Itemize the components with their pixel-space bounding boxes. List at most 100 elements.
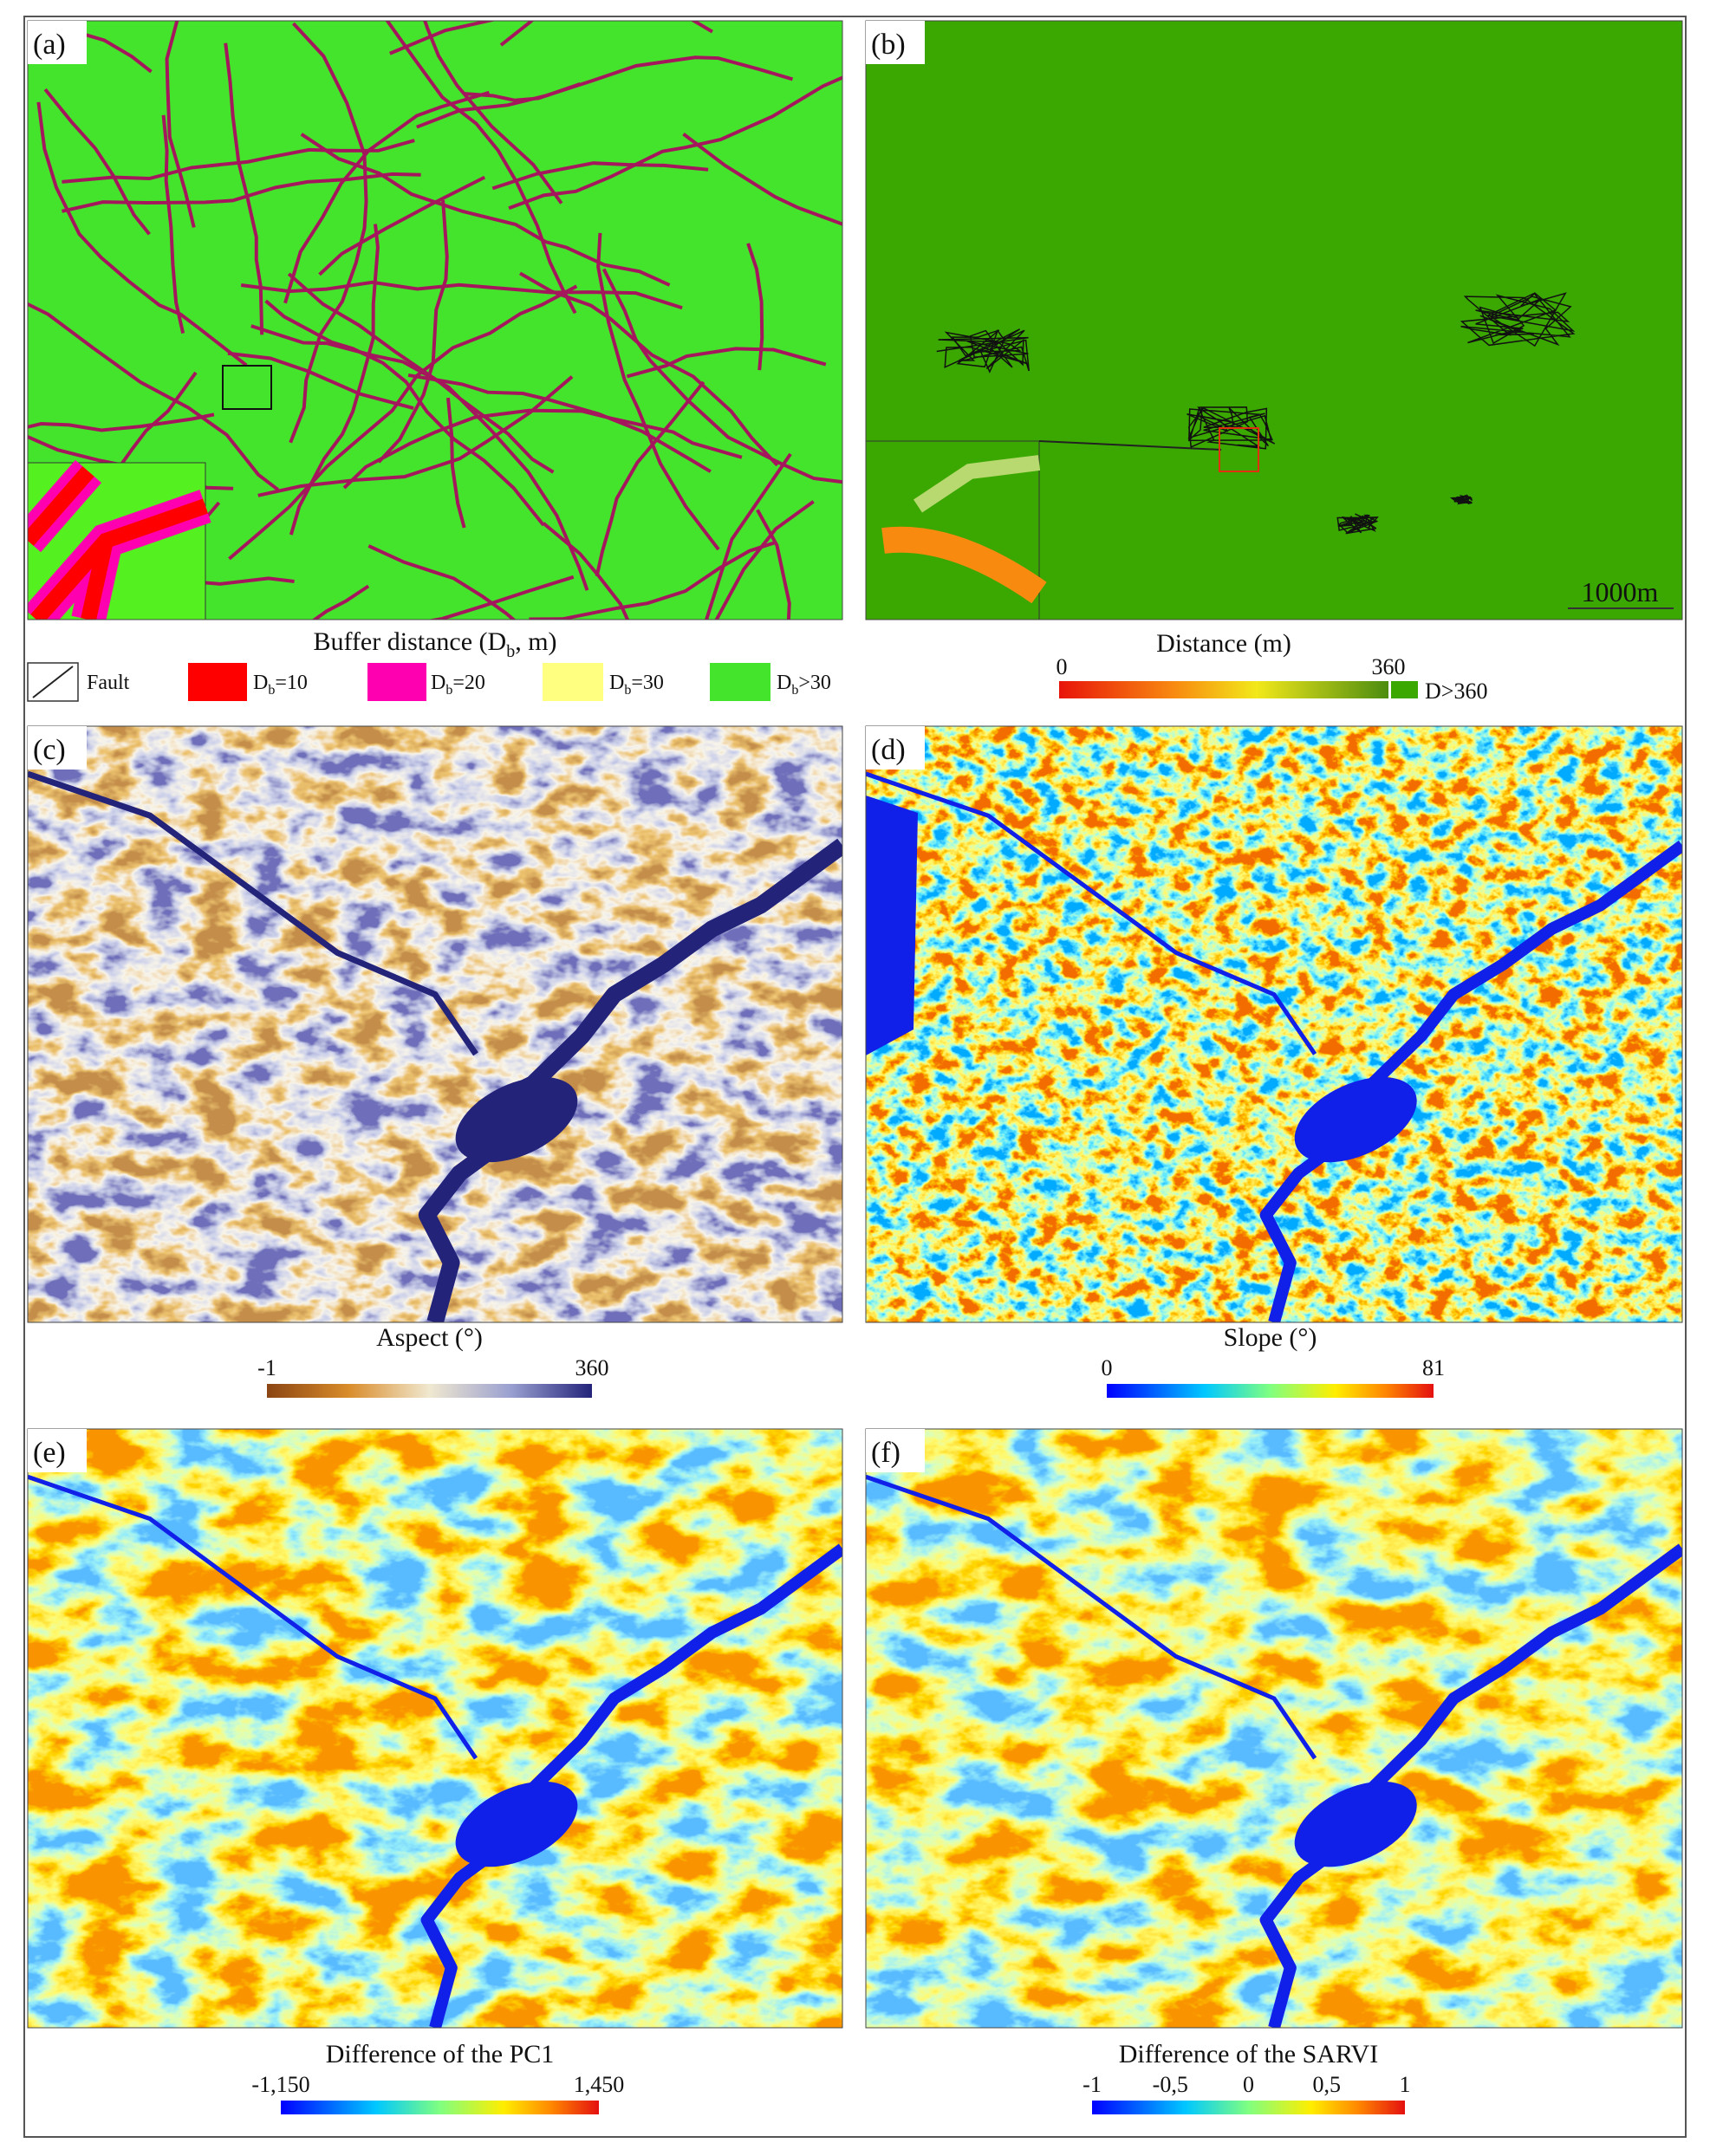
fault-line xyxy=(377,199,449,464)
lake xyxy=(1294,1781,1417,1867)
legend-swatch xyxy=(710,663,770,701)
fault-line xyxy=(508,75,842,211)
fault-line xyxy=(62,139,415,184)
label-box xyxy=(28,726,87,770)
fault-symbol xyxy=(32,666,74,698)
panel-label: (a) xyxy=(33,29,66,61)
colorbar-tick-label: 1,450 xyxy=(574,2072,625,2097)
label-box xyxy=(28,1429,87,1472)
colorbar-tick-label: -1,150 xyxy=(251,2072,309,2097)
colorbar-title: Aspect (°) xyxy=(376,1323,483,1352)
fault-line xyxy=(318,175,486,276)
legend-tail: =10 xyxy=(275,672,308,694)
colorbar-title: Difference of the SARVI xyxy=(1119,2040,1378,2068)
fault-line xyxy=(28,302,280,491)
zoom-box xyxy=(222,365,272,410)
fault-line xyxy=(264,299,545,527)
colorbar-tick-label: -1 xyxy=(257,1355,276,1380)
legend-label: Db=10 xyxy=(253,672,308,698)
panel-border xyxy=(27,1428,843,2029)
fault-line xyxy=(529,540,777,620)
fault-line xyxy=(714,500,815,620)
fault-line xyxy=(601,268,842,484)
fault-line xyxy=(595,380,705,577)
colorbar-tick-label: 0 xyxy=(1102,1355,1113,1380)
fault-line xyxy=(491,161,709,191)
legend-label: Db=30 xyxy=(609,672,664,698)
colorbar-ticks: 0 360 xyxy=(1057,654,1406,679)
colorbar-tick-label: -1 xyxy=(1083,2072,1102,2097)
legend-main: D xyxy=(253,672,268,694)
fault-line xyxy=(61,172,421,213)
map-content xyxy=(866,726,1682,1322)
fault-line xyxy=(626,347,827,379)
fault-line xyxy=(283,90,490,304)
title-tail: , m) xyxy=(515,627,556,656)
title-sub: b xyxy=(506,642,515,661)
colorbar-tick-label: 0,5 xyxy=(1313,2072,1342,2097)
legend-label: Fault xyxy=(87,672,130,694)
legend-swatch xyxy=(367,663,426,701)
legend-sub: b xyxy=(445,683,452,698)
colorbar xyxy=(267,1384,592,1398)
map-panel: Aspect (°) -1 360 (c) xyxy=(27,725,843,1398)
legend-texts: Db=10 Db=20 Db=30 Db>30 xyxy=(253,672,831,698)
fault-line xyxy=(407,373,712,473)
label-box xyxy=(866,21,925,64)
fault-line xyxy=(28,412,215,432)
map-panel: Slope (°) 0 81 (d) xyxy=(865,725,1683,1398)
colorbar xyxy=(1107,1384,1434,1398)
panel-border xyxy=(27,725,843,1323)
fault-line xyxy=(228,284,578,561)
map-content xyxy=(866,1429,1682,2028)
legend-swatch xyxy=(188,663,247,701)
fault-line xyxy=(250,324,589,591)
panel-label: (e) xyxy=(33,1437,66,1469)
extra-label: D>360 xyxy=(1425,679,1487,704)
fault-line xyxy=(342,408,743,490)
fault-line xyxy=(36,101,248,367)
panel-border xyxy=(865,20,1683,620)
map-content xyxy=(866,21,1682,620)
label-box xyxy=(28,21,87,64)
stream xyxy=(28,770,478,1056)
fault-line xyxy=(289,22,368,444)
panel-border xyxy=(865,725,1683,1323)
fault-line xyxy=(165,21,196,228)
river xyxy=(418,838,842,1322)
legend-label: Db>30 xyxy=(777,672,831,698)
fault-line xyxy=(427,575,575,620)
panels: (a) 1000m (b) Aspect (°) -1 360 (c) Slope (°) 0 8… xyxy=(27,20,1683,2114)
inset-branch xyxy=(914,455,1041,513)
legend-sub: b xyxy=(624,683,631,698)
panel-label: (f) xyxy=(871,1437,901,1469)
legend-main: D xyxy=(777,672,791,694)
map-panel: 1000m (b) xyxy=(865,20,1683,620)
label-box xyxy=(866,726,925,770)
map-panel: Difference of the PC1 -1,150 1,450 (e) xyxy=(27,1428,843,2114)
legend-swatch xyxy=(543,663,603,701)
label-box xyxy=(866,1429,925,1472)
colorbar xyxy=(1059,681,1388,698)
fault-line xyxy=(240,280,683,310)
fault-line xyxy=(227,351,414,410)
legend-tail: =20 xyxy=(452,672,485,694)
title-text: Buffer distance (D xyxy=(313,627,506,656)
anomaly-cluster xyxy=(1449,494,1473,505)
fault-line xyxy=(542,522,630,620)
colorbar-extra xyxy=(1391,681,1418,698)
colorbar xyxy=(281,2101,599,2114)
pointer xyxy=(1038,440,1222,451)
figure-border xyxy=(23,16,1687,2138)
map-content xyxy=(28,726,842,1322)
scale-label: 1000m xyxy=(1582,576,1659,607)
anomaly-cluster xyxy=(1336,513,1379,535)
fault-line xyxy=(682,133,842,226)
legend-main: D xyxy=(431,672,445,694)
panel-label: (c) xyxy=(33,734,66,766)
stream xyxy=(28,1474,478,1760)
lake xyxy=(455,1781,578,1867)
fault-line xyxy=(43,88,151,236)
